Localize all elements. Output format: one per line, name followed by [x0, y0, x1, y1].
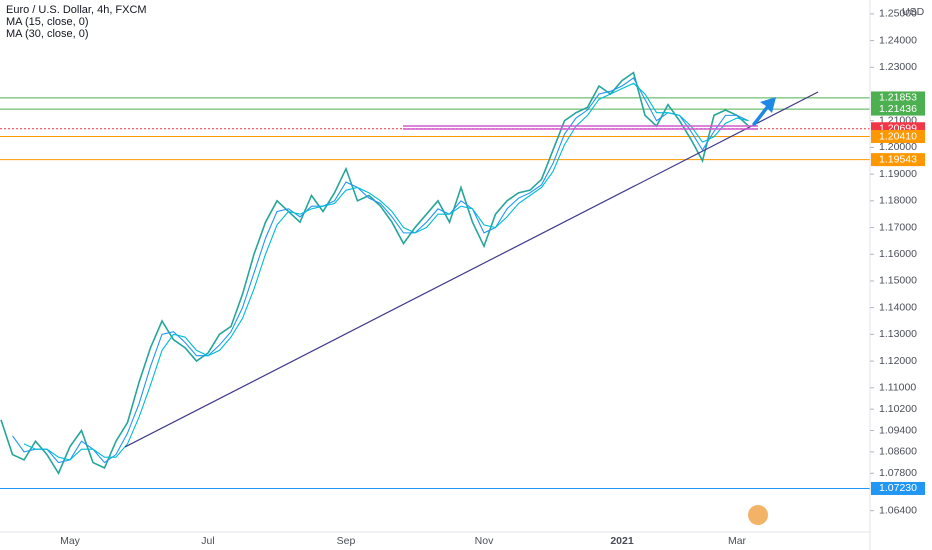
level-label: 1.19543: [879, 153, 917, 165]
x-tick-label: May: [60, 535, 81, 547]
y-tick-label: 1.12000: [879, 355, 917, 367]
arrow: [752, 97, 776, 126]
y-tick-label: 1.09400: [879, 424, 917, 436]
x-tick-label: Sep: [337, 535, 356, 547]
y-tick-label: 1.23000: [879, 61, 917, 73]
price-line: [0, 71, 750, 475]
level-badge: [871, 129, 925, 143]
y-tick-label: 1.11000: [879, 382, 916, 394]
ma-line: [12, 77, 749, 464]
x-tick-label: Mar: [728, 535, 747, 547]
plot-area: [0, 71, 870, 489]
legend-entry: MA (30, close, 0): [6, 28, 89, 40]
y-tick-label: 1.20000: [879, 141, 917, 153]
x-tick-label: Nov: [475, 535, 494, 547]
y-tick-label: 1.13000: [879, 328, 917, 340]
y-tick-label: 1.19000: [879, 168, 917, 180]
x-tick-label: Jul: [201, 535, 214, 547]
y-tick-label: 1.25000: [879, 8, 917, 20]
y-tick-label: 1.07800: [879, 467, 917, 479]
level-label: 1.07230: [879, 482, 917, 494]
level-badge: [871, 153, 925, 167]
chart-title: Euro / U.S. Dollar, 4h, FXCM: [6, 4, 147, 16]
y-tick-label: 1.15000: [879, 275, 917, 287]
y-tick-label: 1.08600: [879, 446, 917, 458]
level-label: 1.20410: [879, 130, 917, 142]
event-icon: [748, 505, 768, 525]
level-label: 1.21436: [879, 103, 917, 115]
level-badge: [871, 481, 925, 495]
level-badge: [871, 91, 925, 105]
y-tick-label: 1.24000: [879, 34, 917, 46]
level-badge: [871, 102, 925, 116]
y-tick-label: 1.18000: [879, 195, 917, 207]
legend-entry: MA (15, close, 0): [6, 16, 89, 28]
x-tick-label: 2021: [610, 535, 634, 547]
level-label: 1.21853: [879, 92, 917, 104]
currency-label: USD: [902, 6, 925, 18]
y-tick-label: 1.10200: [879, 403, 917, 415]
y-tick-label: 1.17000: [879, 221, 917, 233]
y-tick-label: 1.16000: [879, 248, 917, 260]
y-tick-label: 1.14000: [879, 301, 917, 313]
ma-line: [23, 82, 749, 461]
trend-line: [124, 91, 819, 448]
y-tick-label: 1.06400: [879, 504, 917, 516]
